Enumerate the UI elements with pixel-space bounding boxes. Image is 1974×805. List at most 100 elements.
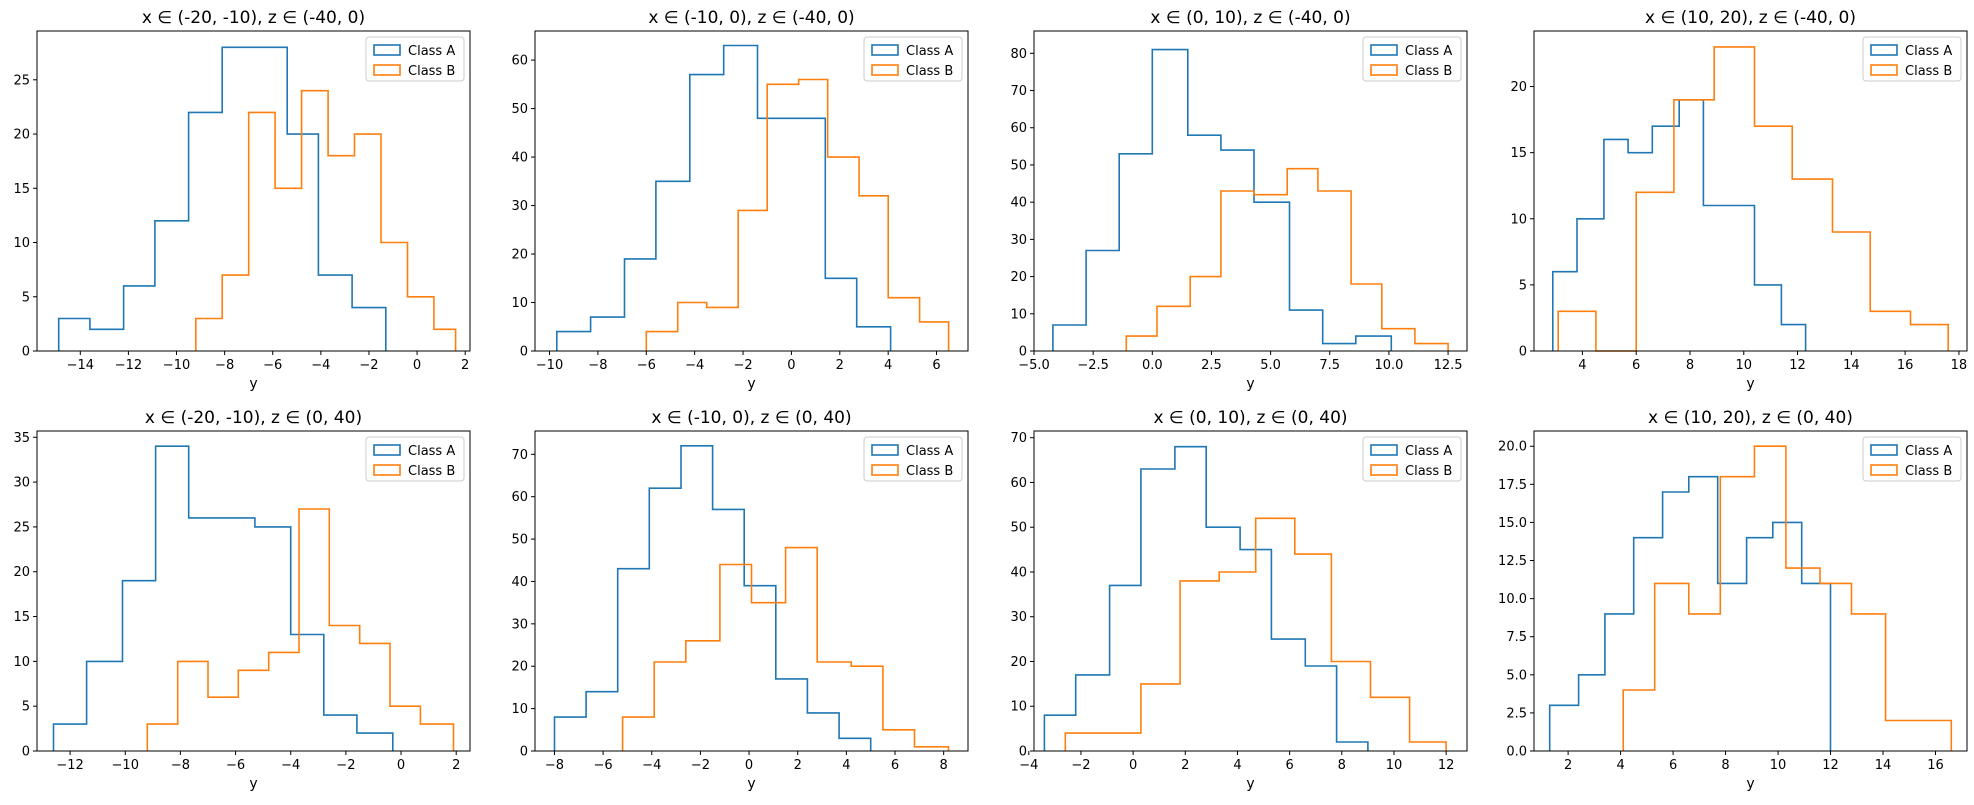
legend: Class A Class B xyxy=(863,36,963,82)
x-tick-label: −6 xyxy=(594,758,613,773)
x-tick-label: −10 xyxy=(112,758,139,773)
x-tick-label: 14 xyxy=(1843,358,1860,373)
y-tick-label: 50 xyxy=(1010,521,1027,536)
legend-label-class-a: Class A xyxy=(1905,44,1952,59)
y-tick-label: 40 xyxy=(511,151,528,166)
x-tick-label: −2 xyxy=(691,758,710,773)
legend: Class A Class B xyxy=(365,36,465,82)
subplot-title: x ∈ (10, 20), z ∈ (0, 40) xyxy=(1648,408,1853,428)
histogram-series-class-a xyxy=(57,46,387,351)
histogram-series-class-b xyxy=(195,89,457,351)
legend-box xyxy=(1862,436,1962,482)
x-axis-label: y xyxy=(1246,776,1254,792)
histogram-series-class-b xyxy=(645,78,950,351)
x-tick-label: 14 xyxy=(1875,758,1892,773)
legend-box xyxy=(365,36,465,82)
subplot-title: x ∈ (0, 10), z ∈ (-40, 0) xyxy=(1150,8,1350,28)
y-tick-label: 70 xyxy=(511,448,528,463)
subplot-title: x ∈ (-10, 0), z ∈ (-40, 0) xyxy=(648,8,854,28)
x-tick-label: −8 xyxy=(171,758,190,773)
subplot-3: −5.0 −2.5 0.0 2.5 5.0 7.5 10.0 12.5 0 10 20 30 40 50 6… xyxy=(1010,8,1468,392)
y-tick-label: 70 xyxy=(1010,84,1027,99)
y-tick-label: 10.0 xyxy=(1498,592,1527,607)
legend-label-class-a: Class A xyxy=(1405,44,1452,59)
x-tick-label: 4 xyxy=(1578,358,1586,373)
y-tick-label: 30 xyxy=(511,199,528,214)
x-tick-label: 0 xyxy=(787,358,795,373)
x-axis-label: y xyxy=(747,376,755,392)
x-tick-label: 6 xyxy=(891,758,899,773)
y-tick-label: 20.0 xyxy=(1498,440,1527,455)
legend-swatch-class-a xyxy=(871,444,899,456)
x-tick-label: 6 xyxy=(1669,758,1677,773)
legend-label-class-b: Class B xyxy=(408,464,455,479)
x-tick-label: −4 xyxy=(281,758,300,773)
axes-frame xyxy=(36,30,471,352)
axes-frame xyxy=(1033,430,1468,752)
x-tick-label: −4 xyxy=(685,358,704,373)
x-tick-label: 4 xyxy=(884,358,892,373)
legend-swatch-class-a xyxy=(871,44,899,56)
y-tick-label: 0 xyxy=(22,745,30,760)
y-tick-label: 0 xyxy=(520,345,528,360)
histogram-series-class-a xyxy=(1052,48,1393,351)
x-tick-label: 12 xyxy=(1438,758,1455,773)
legend-swatch-class-a xyxy=(373,444,401,456)
x-tick-label: 10 xyxy=(1386,758,1403,773)
x-tick-label: 5.0 xyxy=(1260,358,1281,373)
y-tick-label: 50 xyxy=(511,102,528,117)
y-tick-label: 20 xyxy=(1010,655,1027,670)
legend-swatch-class-b xyxy=(1370,64,1398,76)
x-tick-label: −2 xyxy=(336,758,355,773)
legend-swatch-class-b xyxy=(1870,64,1898,76)
x-tick-label: −4 xyxy=(642,758,661,773)
legend-swatch-class-b xyxy=(1870,464,1898,476)
y-tick-label: 5 xyxy=(22,290,30,305)
x-tick-label: −4 xyxy=(311,358,330,373)
subplot-title: x ∈ (0, 10), z ∈ (0, 40) xyxy=(1153,408,1347,428)
y-tick-label: 10 xyxy=(13,655,30,670)
y-tick-label: 20 xyxy=(511,248,528,263)
y-tick-label: 0 xyxy=(1519,345,1527,360)
x-axis-label: y xyxy=(1246,376,1254,392)
legend-swatch-class-a xyxy=(1370,444,1398,456)
legend-swatch-class-b xyxy=(1370,464,1398,476)
y-tick-label: 40 xyxy=(1010,565,1027,580)
y-tick-label: 10 xyxy=(511,296,528,311)
x-tick-label: 0.0 xyxy=(1142,358,1163,373)
y-tick-label: 80 xyxy=(1010,47,1027,62)
legend-box xyxy=(1362,36,1462,82)
x-tick-label: 2 xyxy=(794,758,802,773)
x-tick-label: −2 xyxy=(359,358,378,373)
legend-label-class-a: Class A xyxy=(1405,444,1452,459)
x-tick-label: 4 xyxy=(1233,758,1241,773)
histogram-series-class-a xyxy=(1548,475,1832,751)
legend-box xyxy=(863,436,963,482)
legend-box xyxy=(1362,436,1462,482)
y-tick-label: 20 xyxy=(13,128,30,143)
legend: Class A Class B xyxy=(1862,36,1962,82)
legend-label-class-b: Class B xyxy=(408,64,455,79)
axes-frame xyxy=(1533,30,1968,352)
x-tick-label: 2 xyxy=(461,358,469,373)
axes-frame xyxy=(1533,430,1968,752)
axes-frame xyxy=(534,30,969,352)
x-axis-label: y xyxy=(1746,776,1754,792)
y-tick-label: 40 xyxy=(511,575,528,590)
y-tick-label: 0 xyxy=(1019,345,1027,360)
legend-box xyxy=(365,436,465,482)
x-tick-label: −6 xyxy=(637,358,656,373)
histogram-series-class-b xyxy=(1557,46,1949,352)
x-tick-label: 8 xyxy=(1338,758,1346,773)
y-tick-label: 20 xyxy=(1510,80,1527,95)
legend: Class A Class B xyxy=(863,436,963,482)
x-tick-label: 10.0 xyxy=(1374,358,1403,373)
x-tick-label: −12 xyxy=(115,358,142,373)
x-tick-label: 8 xyxy=(940,758,948,773)
legend-label-class-b: Class B xyxy=(1405,64,1452,79)
subplot-title: x ∈ (10, 20), z ∈ (-40, 0) xyxy=(1645,8,1856,28)
x-tick-label: −6 xyxy=(226,758,245,773)
x-tick-label: −8 xyxy=(545,758,564,773)
y-tick-label: 10 xyxy=(1010,307,1027,322)
